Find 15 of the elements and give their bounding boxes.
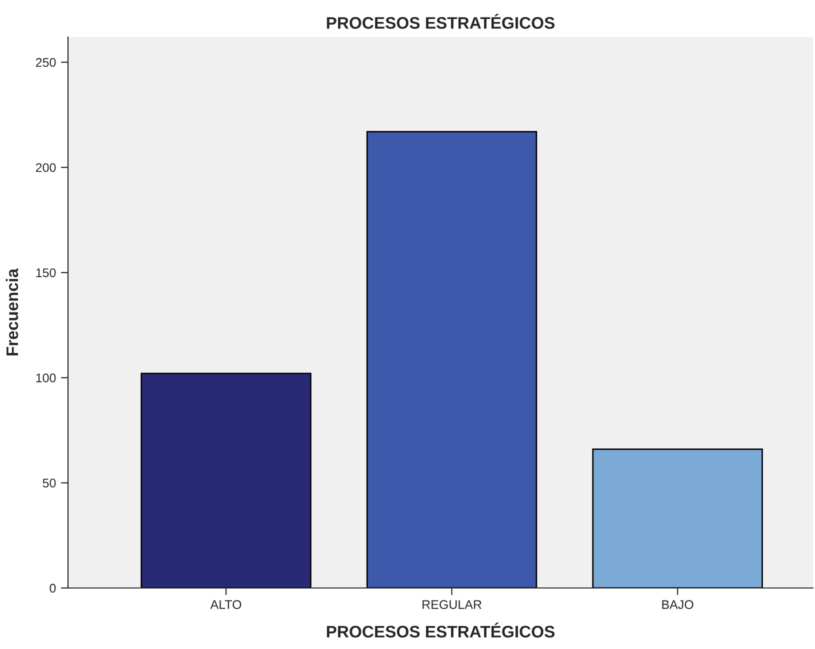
y-tick-label: 200 [36,163,56,172]
y-tick-label: 50 [42,478,56,488]
y-tick-label: 100 [36,373,56,382]
y-tick-label: 0 [50,584,56,593]
bar [366,130,538,588]
y-axis-title: Frecuencia [6,268,18,356]
x-axis-title: PROCESOS ESTRATÉGICOS [326,622,555,638]
y-tick-label: 150 [36,268,56,278]
x-tick-label: ALTO [210,600,242,609]
bar [140,372,312,588]
y-tick-label: 250 [36,58,56,67]
x-tick-label: REGULAR [422,600,482,609]
chart-title: PROCESOS ESTRATÉGICOS [326,14,555,29]
x-tick-label: BAJO [662,600,694,609]
bar [592,448,763,588]
